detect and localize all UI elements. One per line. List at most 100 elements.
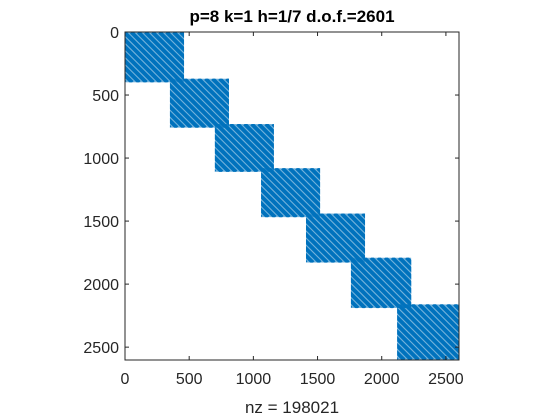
nonzero-stripe (261, 186, 291, 218)
nonzero-stripe (136, 32, 185, 81)
nonzero-stripe (125, 44, 162, 83)
nonzero-stripe (175, 78, 228, 128)
nonzero-stripe (165, 32, 185, 53)
nonzero-stripe (214, 126, 259, 172)
nonzero-stripe (250, 124, 274, 149)
nonzero-stripe (169, 82, 214, 128)
nonzero-stripe (218, 78, 229, 91)
chart-title: p=8 k=1 h=1/7 d.o.f.=2601 (189, 7, 394, 26)
y-tick-label: 1000 (83, 151, 119, 168)
nonzero-stripe (355, 257, 409, 309)
nonzero-stripe (340, 213, 366, 240)
nonzero-stripe (350, 270, 388, 309)
nonzero-stripe (288, 168, 321, 202)
nonzero-stripe (169, 103, 193, 128)
nonzero-stripe (281, 168, 321, 209)
nonzero-stripe (369, 257, 412, 301)
nonzero-stripe (125, 51, 155, 83)
x-tick-label: 2000 (364, 371, 400, 388)
nonzero-stripe (172, 32, 185, 46)
nonzero-stripe (305, 217, 350, 263)
nonzero-stripe (350, 257, 402, 309)
nonzero-stripe (214, 147, 238, 172)
nonzero-stripe (309, 168, 321, 181)
y-tick-label: 0 (110, 25, 119, 42)
nonzero-stripe (222, 124, 273, 172)
nonzero-stripe (417, 304, 459, 347)
nonzero-stripe (169, 78, 221, 128)
nonzero-stripe (333, 213, 366, 247)
nonzero-stripe (189, 78, 229, 119)
nonzero-stripe (397, 321, 434, 360)
nonzero-stripe (397, 335, 420, 360)
nonzero-stripe (362, 257, 412, 308)
nonzero-stripe (305, 231, 336, 263)
nonzero-stripe (125, 65, 141, 83)
nonzero-stripe (129, 32, 183, 83)
nonzero-stripe (158, 32, 185, 60)
nonzero-stripe (125, 58, 148, 83)
nonzero-stripe (397, 307, 448, 360)
nonzero-stripe (243, 124, 274, 157)
nonzero-stripe (144, 32, 185, 74)
nonzero-stripe (397, 257, 412, 273)
nonzero-block (214, 124, 274, 172)
nonzero-block (261, 168, 321, 218)
nonzero-stripe (197, 78, 229, 112)
nonzero-stripe (214, 140, 245, 172)
x-tick-label: 1500 (300, 371, 336, 388)
nonzero-stripe (446, 304, 459, 319)
nonzero-stripe (264, 124, 274, 135)
nonzero-stripe (295, 168, 321, 195)
nonzero-stripe (236, 124, 274, 164)
nonzero-stripe (151, 32, 185, 67)
nonzero-stripe (347, 213, 366, 233)
nonzero-stripe (261, 179, 298, 218)
nonzero-stripe (397, 328, 427, 360)
nonzero-stripe (125, 37, 169, 83)
nonzero-block (305, 213, 366, 263)
nonzero-stripe (125, 32, 176, 83)
nonzero-stripe (350, 262, 395, 309)
x-tick-label: 1000 (236, 371, 272, 388)
x-tick-label: 500 (176, 371, 203, 388)
nonzero-blocks (125, 32, 459, 360)
nonzero-stripe (305, 224, 343, 263)
axes-box (124, 31, 460, 361)
nonzero-stripe (350, 291, 367, 309)
nonzero-stripe (350, 277, 381, 309)
nonzero-stripe (302, 168, 321, 188)
nonzero-stripe (354, 213, 366, 226)
nonzero-block (397, 304, 459, 360)
nonzero-stripe (204, 78, 229, 105)
nonzero-stripe (305, 245, 322, 263)
nonzero-stripe (214, 133, 252, 172)
nonzero-stripe (261, 172, 305, 218)
nonzero-stripe (390, 257, 412, 280)
y-tick-label: 500 (92, 88, 119, 105)
nonzero-stripe (261, 168, 312, 218)
nonzero-stripe (261, 193, 284, 218)
nonzero-stripe (410, 304, 459, 354)
y-tick-label: 1500 (83, 214, 119, 231)
nonzero-stripe (261, 200, 277, 218)
nonzero-block (125, 32, 185, 83)
nonzero-stripe (350, 284, 374, 309)
nonzero-stripe (257, 124, 274, 142)
nonzero-stripe (383, 257, 412, 287)
nonzero-stripe (267, 168, 319, 218)
nonzero-stripe (439, 304, 459, 326)
nonzero-stripe (305, 213, 357, 263)
nonzero-stripe (169, 96, 200, 128)
nonzero-stripe (431, 304, 459, 333)
nonzero-stripe (397, 304, 455, 360)
nonzero-stripe (214, 124, 266, 172)
nonzero-stripe (214, 155, 231, 172)
nonzero-stripe (424, 304, 459, 340)
y-tick-label: 2000 (83, 277, 119, 294)
nonzero-block (350, 257, 412, 309)
nonzero-stripe (318, 213, 366, 261)
